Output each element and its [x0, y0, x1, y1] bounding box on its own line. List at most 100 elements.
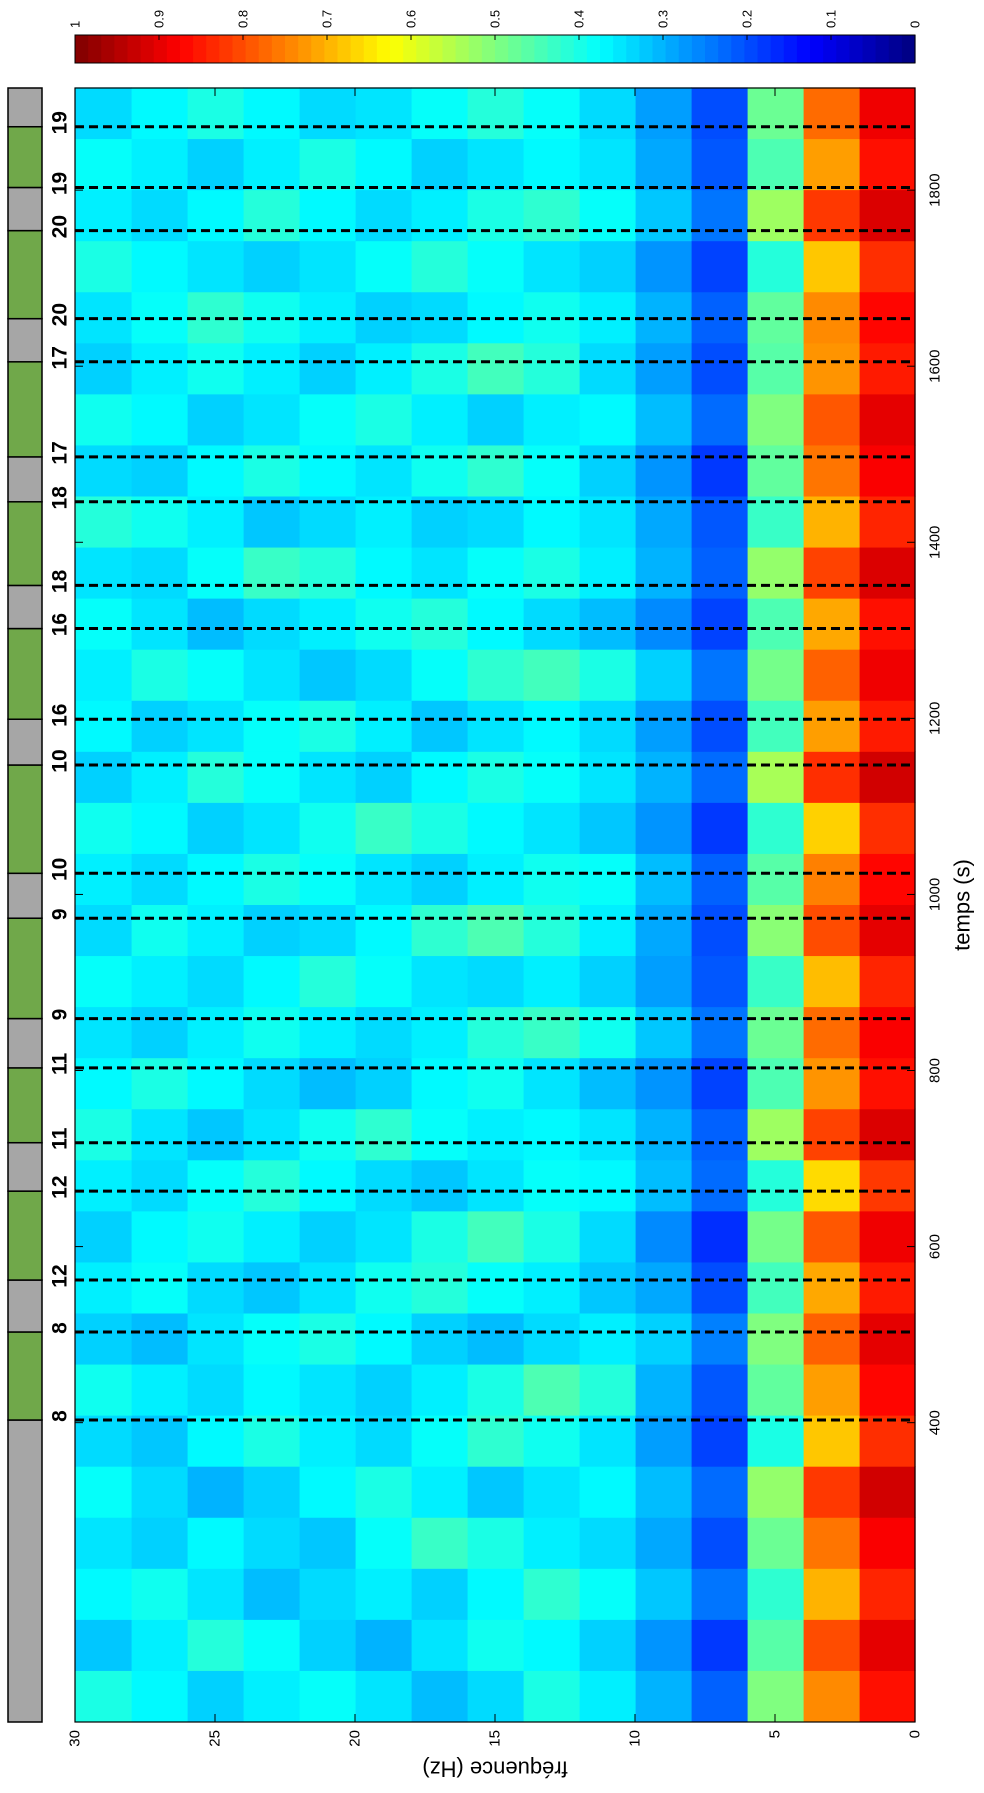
heatmap-cell	[243, 495, 300, 548]
heatmap-cell	[243, 1210, 300, 1263]
colorbar-swatch	[901, 35, 916, 63]
colorbar-tick-label: 0.1	[824, 10, 839, 28]
heatmap-cell	[523, 1312, 580, 1365]
heatmap-cell	[523, 189, 580, 242]
heatmap-cell	[691, 138, 748, 191]
heatmap-cell	[579, 546, 636, 599]
heatmap-cell	[75, 240, 132, 293]
heatmap-cell	[691, 853, 748, 905]
heatmap-cell	[579, 802, 636, 854]
heatmap-cell	[691, 546, 748, 599]
heatmap-cell	[187, 802, 244, 854]
heatmap-cell	[299, 1210, 356, 1263]
heatmap-cell	[523, 240, 580, 293]
heatmap-cell	[467, 393, 524, 446]
heatmap-cell	[131, 1466, 188, 1518]
heatmap-cell	[299, 1568, 356, 1620]
heatmap-cell	[579, 1057, 636, 1110]
heatmap-cell	[523, 955, 580, 1008]
heatmap-cell	[187, 751, 244, 803]
heatmap-cell	[747, 1415, 804, 1467]
heatmap-cell	[411, 1363, 468, 1416]
heatmap-cell	[579, 393, 636, 446]
heatmap-cell	[579, 853, 636, 905]
colorbar-swatch	[718, 35, 732, 63]
heatmap-cell	[411, 546, 468, 599]
heatmap-cell	[355, 138, 412, 191]
heatmap-cell	[355, 342, 412, 395]
x-tick-label: 1000	[927, 878, 944, 911]
heatmap-cell	[243, 240, 300, 293]
heatmap-cell	[299, 495, 356, 548]
heatmap-cell	[579, 342, 636, 395]
heatmap-cell	[355, 1108, 412, 1161]
heatmap-cell	[859, 1261, 916, 1314]
heatmap-cell	[187, 1108, 244, 1161]
heatmap-cell	[243, 802, 300, 854]
heatmap-cell	[467, 598, 524, 650]
event-label: 8	[49, 1322, 72, 1334]
heatmap-cell	[75, 853, 132, 905]
y-tick-label: 0	[907, 1730, 924, 1738]
heatmap-cell	[243, 1619, 300, 1671]
heatmap-cell	[803, 1415, 860, 1467]
heatmap-cell	[187, 1363, 244, 1416]
event-label: 19	[49, 111, 72, 134]
heatmap-cell	[299, 393, 356, 446]
heatmap-cell	[75, 546, 132, 599]
heatmap-cell	[355, 1261, 412, 1314]
heatmap-cell	[859, 1466, 916, 1518]
heatmap-cell	[579, 1517, 636, 1569]
colorbar-swatch	[298, 35, 312, 63]
event-label: 18	[49, 486, 72, 510]
heatmap-cell	[523, 138, 580, 191]
heatmap-cell	[299, 240, 356, 293]
heatmap-cell	[355, 1619, 412, 1671]
y-tick-label: 20	[347, 1730, 364, 1747]
colorbar-swatch	[468, 35, 483, 63]
heatmap-cell	[411, 1159, 468, 1212]
heatmap-cell	[299, 1006, 356, 1059]
heatmap-cell	[467, 1210, 524, 1263]
rotated-plot: 4006008001000120014001600180005101520253…	[7, 10, 975, 1782]
colorbar-tick-label: 0	[908, 21, 923, 28]
colorbar-swatch	[363, 35, 378, 63]
heatmap-cell	[187, 138, 244, 191]
heatmap-cell	[187, 1159, 244, 1212]
heatmap-cell	[579, 649, 636, 701]
x-tick-label: 400	[927, 1410, 944, 1435]
heatmap-cell	[187, 598, 244, 650]
condition-block	[7, 872, 43, 919]
heatmap-cell	[187, 904, 244, 957]
y-tick-label: 5	[767, 1730, 784, 1738]
colorbar-swatch	[245, 35, 260, 63]
heatmap-cell	[691, 1619, 748, 1671]
heatmap-cell	[523, 1517, 580, 1569]
colorbar-swatch	[219, 35, 234, 63]
heatmap-cell	[131, 138, 188, 191]
heatmap-cell	[131, 802, 188, 854]
heatmap-cell	[691, 342, 748, 395]
heatmap-cell	[747, 240, 804, 293]
heatmap-cell	[467, 1006, 524, 1059]
heatmap-cell	[691, 1006, 748, 1059]
heatmap-cell	[635, 1619, 692, 1671]
heatmap-cell	[75, 1466, 132, 1518]
colorbar-swatch	[613, 35, 627, 63]
heatmap-cell	[299, 1312, 356, 1365]
heatmap-cell	[691, 751, 748, 803]
heatmap-cell	[411, 904, 468, 957]
heatmap-cell	[299, 546, 356, 599]
heatmap-cell	[691, 1568, 748, 1620]
heatmap-cell	[579, 444, 636, 497]
heatmap-cell	[467, 1415, 524, 1467]
heatmap-cell	[299, 1517, 356, 1569]
heatmap-cell	[803, 1108, 860, 1161]
heatmap-cell	[467, 751, 524, 803]
heatmap-cell	[243, 1568, 300, 1620]
heatmap-cell	[691, 240, 748, 293]
colorbar-swatch	[639, 35, 654, 63]
colorbar-tick-label: 0.3	[656, 10, 671, 28]
heatmap-cell	[859, 904, 916, 957]
colorbar-swatch	[508, 35, 522, 63]
